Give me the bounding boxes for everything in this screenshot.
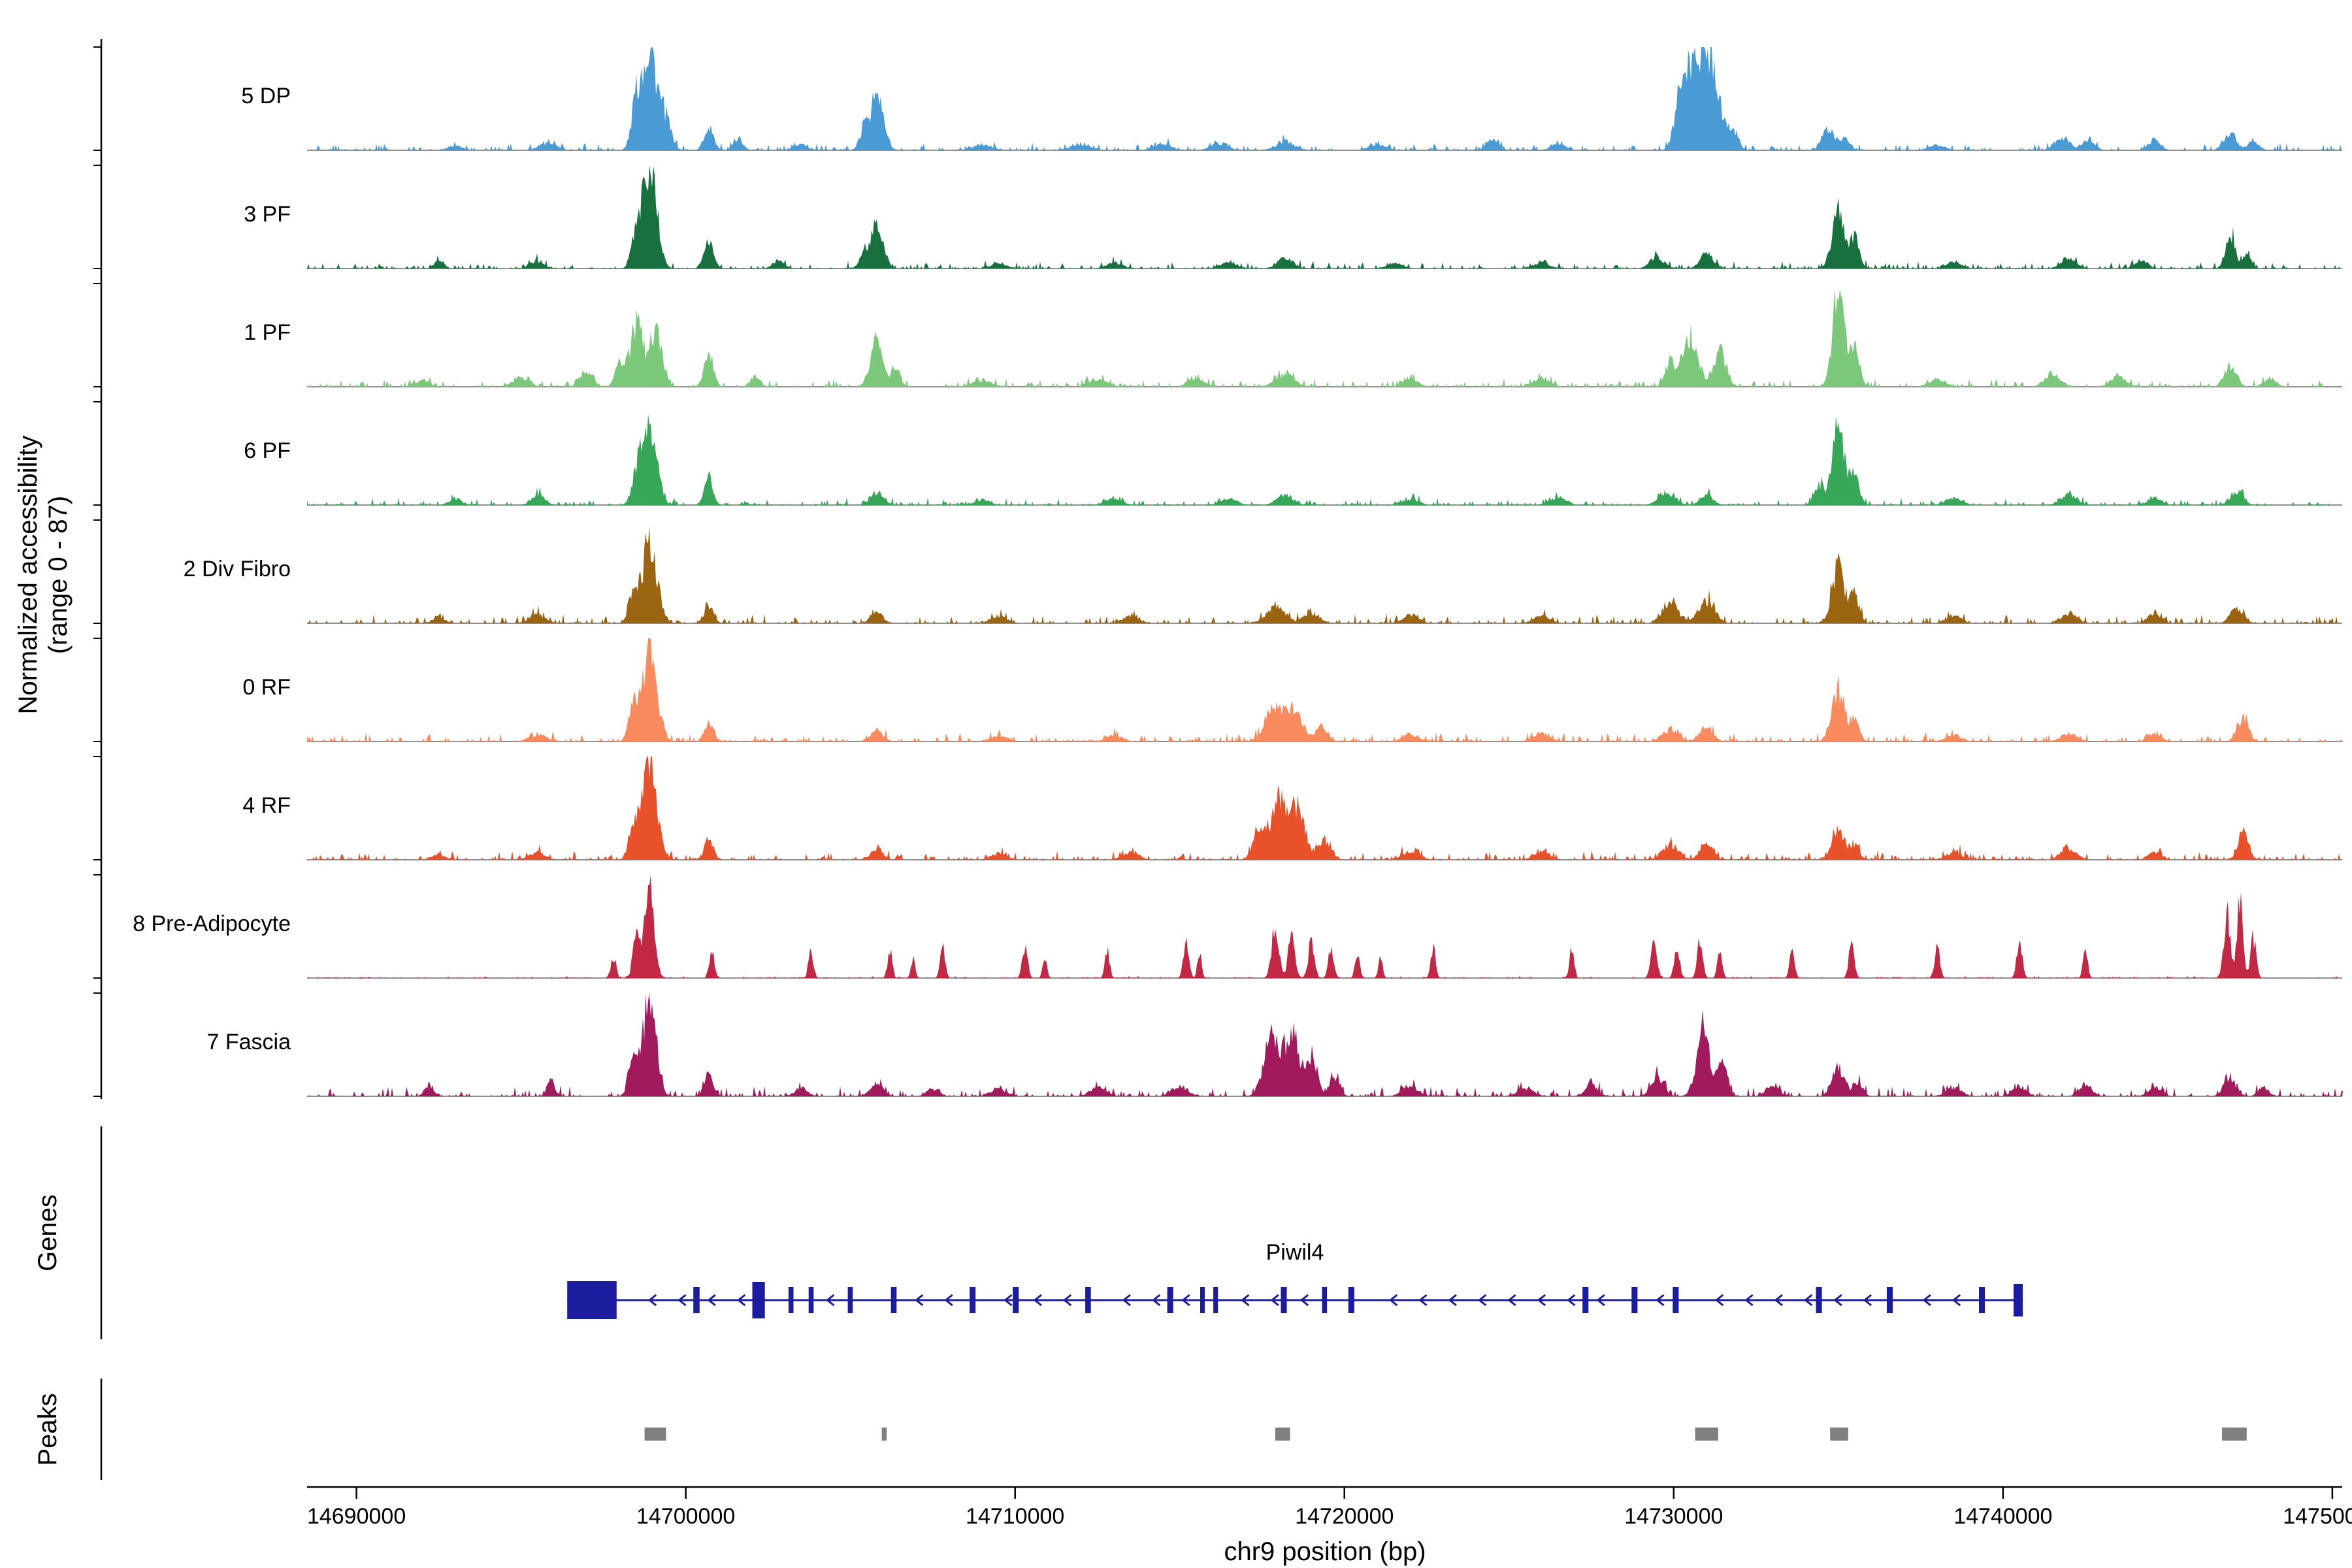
gene-exon <box>1886 1287 1893 1313</box>
gene-exon <box>847 1287 853 1313</box>
gene-exon <box>1348 1287 1354 1313</box>
strand-arrow-icon <box>1004 1294 1013 1307</box>
strand-arrow-icon <box>1803 1294 1813 1307</box>
gene-exon <box>1281 1287 1287 1313</box>
strand-arrow-icon <box>1656 1294 1665 1307</box>
strand-arrow-icon <box>1151 1294 1161 1307</box>
gene-exon <box>1816 1287 1822 1313</box>
signal-area <box>307 757 2343 860</box>
strand-arrow-icon <box>1270 1294 1279 1307</box>
strand-arrow-icon <box>1122 1294 1131 1307</box>
strand-arrow-icon <box>1744 1294 1754 1307</box>
strand-arrow-icon <box>678 1294 687 1307</box>
strand-arrow-icon <box>825 1294 835 1307</box>
track-label: 2 Div Fibro <box>184 557 291 581</box>
track-label: 5 DP <box>241 84 291 108</box>
signal-area <box>307 526 2343 623</box>
gene-exon <box>970 1287 976 1313</box>
strand-arrow-icon <box>1596 1294 1605 1307</box>
strand-arrow-icon <box>1062 1294 1072 1307</box>
signal-area <box>307 287 2343 387</box>
x-tick-label: 14710000 <box>966 1504 1064 1529</box>
gene-exon <box>1085 1287 1091 1313</box>
gene-exon <box>1979 1287 1985 1313</box>
gene-exon <box>1673 1287 1679 1313</box>
signal-area <box>307 165 2343 269</box>
track-label: 1 PF <box>244 320 291 345</box>
peak-region <box>881 1428 887 1441</box>
strand-arrow-icon <box>1714 1294 1724 1307</box>
x-tick-label: 14720000 <box>1295 1504 1394 1529</box>
strand-arrow-icon <box>1922 1294 1931 1307</box>
strand-arrow-icon <box>1863 1294 1872 1307</box>
x-tick-label: 14690000 <box>307 1504 406 1529</box>
gene-exon <box>890 1287 897 1313</box>
signal-tracks: 5 DP 3 PF 1 PF 6 PF 2 Div Fibro 0 RF 4 RF 8 Pre… <box>133 47 2343 1097</box>
peak-region <box>2222 1428 2247 1441</box>
gene-exon <box>1013 1287 1019 1313</box>
strand-arrow-icon <box>707 1294 716 1307</box>
track-label: 4 RF <box>242 793 291 818</box>
gene-exon <box>1631 1287 1638 1313</box>
gene-exon <box>567 1281 617 1319</box>
strand-arrow-icon <box>1388 1294 1398 1307</box>
gene-exon <box>1200 1287 1205 1313</box>
peak-region <box>1830 1428 1848 1441</box>
peak-region <box>1275 1428 1290 1441</box>
track-label: 0 RF <box>242 675 291 700</box>
peak-region <box>1695 1428 1718 1441</box>
signal-area <box>307 414 2343 505</box>
gene-exon <box>1582 1287 1589 1313</box>
strand-arrow-icon <box>736 1294 746 1307</box>
peaks-section-label: Peaks <box>33 1393 62 1465</box>
strand-arrow-icon <box>944 1294 953 1307</box>
gene-exon <box>2014 1284 2023 1316</box>
y-axis-label-line2: (range 0 - 87) <box>44 496 73 654</box>
track-label: 7 Fascia <box>207 1030 291 1054</box>
x-axis-title: chr9 position (bp) <box>1224 1537 1426 1566</box>
gene-exon <box>1167 1287 1173 1313</box>
signal-area <box>307 638 2343 742</box>
gene-exon <box>788 1287 794 1313</box>
strand-arrow-icon <box>1241 1294 1250 1307</box>
strand-arrow-icon <box>1477 1294 1487 1307</box>
strand-arrow-icon <box>1507 1294 1516 1307</box>
strand-arrow-icon <box>1833 1294 1842 1307</box>
strand-arrow-icon <box>1033 1294 1042 1307</box>
peak-regions <box>644 1428 2247 1441</box>
gene-exon <box>693 1287 700 1313</box>
gene-exon <box>1322 1287 1328 1313</box>
strand-arrow-icon <box>1952 1294 1961 1307</box>
peak-region <box>644 1428 666 1441</box>
track-label: 6 PF <box>244 438 291 463</box>
strand-arrow-icon <box>1448 1294 1457 1307</box>
gene-exon <box>1213 1287 1218 1313</box>
strand-arrow-icon <box>1181 1294 1190 1307</box>
strand-arrow-icon <box>1567 1294 1576 1307</box>
strand-arrow-icon <box>915 1294 924 1307</box>
gene-model <box>567 1281 2023 1319</box>
y-axis-label-line1: Normalized accessibility <box>14 436 42 715</box>
x-axis: 14690000 14700000 14710000 14720000 14730000… <box>307 1486 2352 1529</box>
axis-rails <box>93 39 103 1480</box>
strand-arrow-icon <box>1418 1294 1428 1307</box>
strand-arrow-icon <box>647 1294 657 1307</box>
track-label: 3 PF <box>244 202 291 227</box>
x-tick-label: 14700000 <box>636 1504 735 1529</box>
strand-arrow-icon <box>1299 1294 1309 1307</box>
x-tick-label: 14740000 <box>1953 1504 2052 1529</box>
x-tick-label: 14730000 <box>1624 1504 1723 1529</box>
gene-name-label: Piwil4 <box>1266 1240 1324 1265</box>
gene-exon <box>752 1282 765 1318</box>
strand-arrow-icon <box>1774 1294 1783 1307</box>
genes-section-label: Genes <box>33 1194 62 1271</box>
strand-arrow-icon <box>1537 1294 1546 1307</box>
track-label: 8 Pre-Adipocyte <box>133 911 291 936</box>
gene-exon <box>808 1287 814 1313</box>
x-tick-label: 14750000 <box>2283 1504 2352 1529</box>
